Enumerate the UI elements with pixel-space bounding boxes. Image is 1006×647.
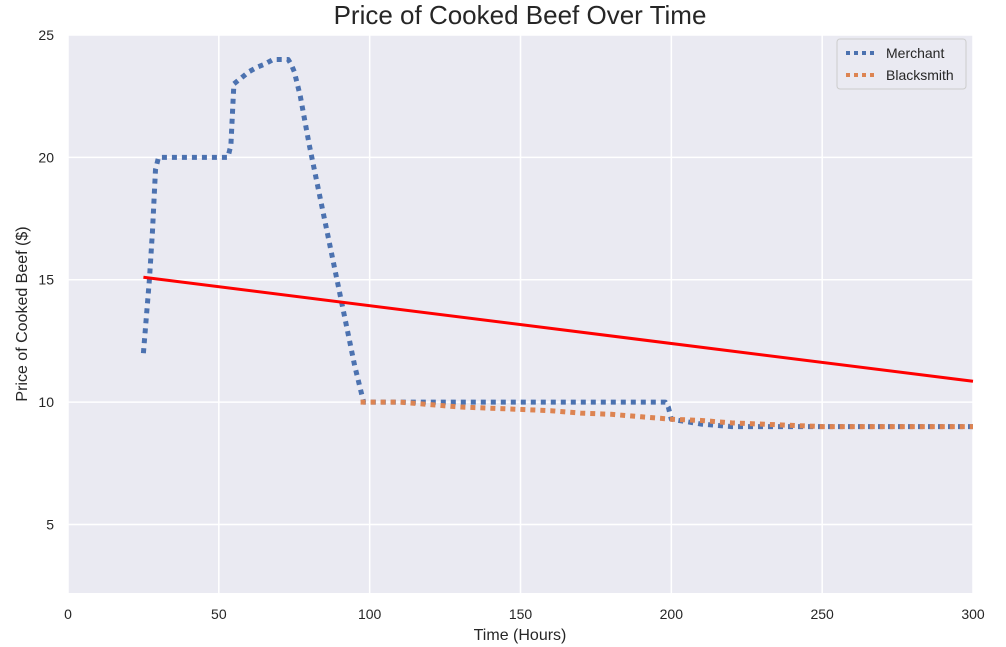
grid-layer bbox=[67, 34, 974, 593]
x-tick-label: 300 bbox=[961, 606, 985, 622]
legend: Merchant Blacksmith bbox=[836, 38, 967, 90]
x-tick-label: 150 bbox=[509, 606, 533, 622]
x-tick-label: 250 bbox=[810, 606, 834, 622]
trend-line bbox=[143, 275, 974, 383]
series-layer bbox=[140, 57, 974, 430]
x-tick-label: 0 bbox=[64, 606, 72, 622]
y-tick-label: 15 bbox=[38, 272, 54, 288]
y-tick-label: 10 bbox=[38, 394, 54, 410]
tick-layer: 0 50 100 150 200 250 300 5 10 15 20 25 bbox=[38, 27, 984, 622]
x-tick-label: 100 bbox=[358, 606, 382, 622]
x-tick-label: 50 bbox=[211, 606, 227, 622]
chart-title: Price of Cooked Beef Over Time bbox=[334, 0, 707, 30]
y-axis-label: Price of Cooked Beef ($) bbox=[14, 226, 31, 401]
y-tick-label: 5 bbox=[46, 516, 54, 532]
y-tick-label: 25 bbox=[38, 27, 54, 43]
legend-label-blacksmith: Blacksmith bbox=[886, 67, 954, 83]
series-line-blacksmith bbox=[360, 399, 973, 430]
y-tick-label: 20 bbox=[38, 149, 54, 165]
legend-label-merchant: Merchant bbox=[886, 45, 944, 61]
x-tick-label: 200 bbox=[660, 606, 684, 622]
x-axis-label: Time (Hours) bbox=[474, 627, 567, 644]
legend-box bbox=[836, 38, 967, 90]
